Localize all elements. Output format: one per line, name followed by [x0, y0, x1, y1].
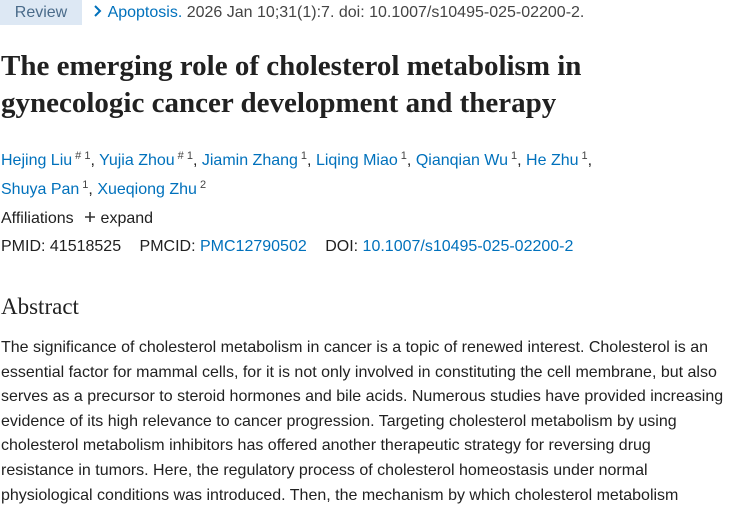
author-link[interactable]: Liqing Miao [315, 152, 398, 169]
citation: Apoptosis. 2026 Jan 10;31(1):7. doi: 10.… [92, 0, 584, 25]
plus-icon [85, 212, 96, 222]
author-affiliation-mark: 1 [581, 150, 588, 162]
doi-link[interactable]: 10.1007/s10495-025-02200-2 [362, 238, 574, 255]
abstract-line: cholesterol metabolism inhibitors has of… [1, 437, 651, 455]
chevron-icon [94, 5, 102, 17]
article-type-badge: Review [0, 0, 82, 25]
author-separator: , [88, 181, 93, 198]
author-affiliation-mark: 1 [511, 150, 518, 162]
journal-link[interactable]: Apoptosis. [107, 4, 183, 21]
affiliations: Affiliations expand [1, 208, 153, 230]
abstract-line: physiological conditions was introduced.… [1, 486, 679, 504]
abstract-line: The significance of cholesterol metaboli… [1, 339, 709, 356]
abstract-line: serves as a precursor to steroid hormone… [1, 388, 724, 406]
author-affiliation-mark: 1 [82, 179, 89, 191]
author-link[interactable]: Jiamin Zhang [201, 152, 298, 169]
abstract-heading: Abstract [1, 294, 79, 319]
author-separator: , [307, 152, 312, 169]
author-separator: , [406, 152, 412, 169]
author-link[interactable]: He Zhu [526, 152, 579, 169]
author-affiliation-mark: 1 [300, 150, 308, 162]
author-link[interactable]: Qianqian Wu [415, 152, 509, 169]
author-affiliation-mark: # 1 [177, 150, 193, 162]
pmcid-label: PMCID: [139, 238, 196, 255]
author-affiliation-mark: # 1 [75, 150, 91, 162]
affiliations-label: Affiliations [1, 210, 74, 227]
author-separator: , [517, 152, 522, 169]
author-link[interactable]: Xueqiong Zhu [97, 181, 197, 198]
author-affiliation-mark: 1 [400, 150, 407, 162]
pmcid-link[interactable]: PMC12790502 [200, 238, 307, 255]
article-title: The emerging role of cholesterol metabol… [1, 50, 582, 119]
author-affiliation-mark: 2 [199, 179, 207, 191]
author-link[interactable]: Shuya Pan [1, 181, 80, 198]
abstract-line: resistance in tumors. Here, the regulato… [1, 461, 648, 479]
author-link[interactable]: Yujia Zhou [99, 152, 175, 169]
author-link[interactable]: Hejing Liu [1, 152, 73, 169]
abstract-line: essential factor for mammal cells, for i… [1, 363, 717, 381]
abstract-body: The significance of cholesterol metaboli… [1, 336, 723, 508]
author-separator: , [192, 152, 198, 169]
identifiers: PMID: 41518525 PMCID: PMC12790502 DOI: 1… [1, 236, 573, 258]
citation-text: 2026 Jan 10;31(1):7. doi: 10.1007/s10495… [186, 4, 585, 21]
author-separator: , [587, 152, 593, 169]
abstract-line: evidence of its high relevance to cancer… [1, 412, 677, 430]
expand-label: expand [100, 210, 154, 227]
expand-button[interactable]: expand [84, 210, 153, 227]
pmid-label: PMID: [1, 238, 46, 255]
pmid: 41518525 [49, 238, 122, 255]
author-separator: , [90, 152, 95, 169]
author-list: Hejing Liu # 1, Yujia Zhou # 1, Jiamin Zha… [1, 144, 741, 202]
doi-label: DOI: [325, 238, 359, 255]
